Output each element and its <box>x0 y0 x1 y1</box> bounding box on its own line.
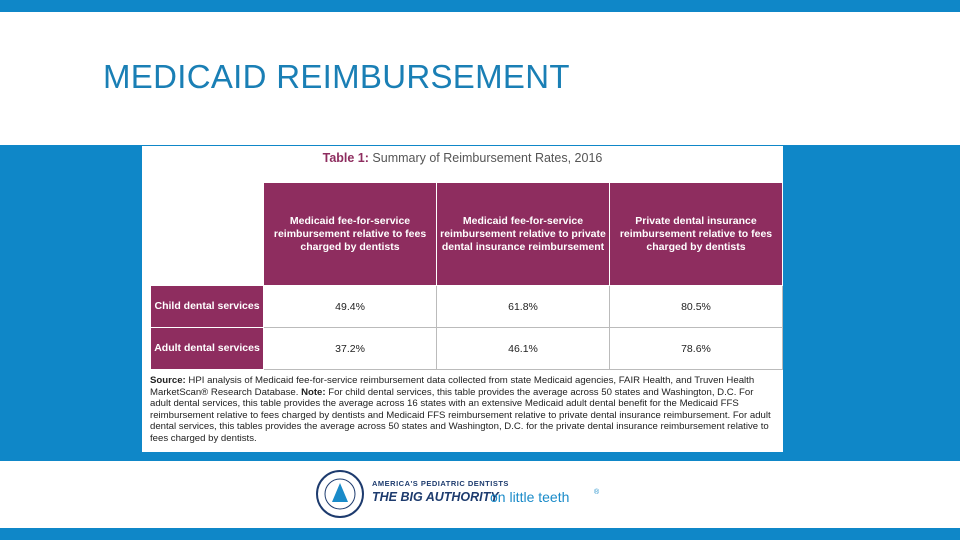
cell: 61.8% <box>436 285 610 328</box>
column-header: Private dental insurance reimbursement r… <box>608 182 784 286</box>
row-header: Adult dental services <box>149 327 265 370</box>
header-row: Medicaid fee-for-service reimbursement r… <box>151 182 784 286</box>
source-label: Source: <box>150 375 186 386</box>
logo-text: THE BIG AUTHORITY <box>372 490 499 504</box>
cell: 78.6% <box>608 327 784 370</box>
logo-text: on little teeth <box>490 489 570 505</box>
slide-title: MEDICAID REIMBURSEMENT <box>103 58 570 95</box>
table-row: Child dental services 49.4% 61.8% 80.5% <box>149 285 784 328</box>
note-text: For child dental services, this table pr… <box>150 386 771 444</box>
bottom-bar <box>0 528 960 540</box>
caption-text: Summary of Reimbursement Rates, 2016 <box>372 151 603 165</box>
logo-mark: ® <box>594 489 600 496</box>
blank-cell <box>151 183 264 286</box>
row-header: Child dental services <box>149 285 265 328</box>
source-note: Source: HPI analysis of Medicaid fee-for… <box>150 375 775 445</box>
rates-table: Medicaid fee-for-service reimbursement r… <box>149 182 784 370</box>
top-bar <box>0 0 960 12</box>
table-row: Adult dental services 37.2% 46.1% 78.6% <box>149 327 784 370</box>
column-header: Medicaid fee-for-service reimbursement r… <box>436 182 610 286</box>
cell: 80.5% <box>608 285 784 328</box>
caption-label: Table 1: <box>322 151 369 165</box>
cell: 46.1% <box>436 327 610 370</box>
table-caption: Table 1: Summary of Reimbursement Rates,… <box>142 151 783 165</box>
logo-emblem <box>316 470 364 518</box>
source-text: HPI analysis of Medicaid fee-for-service… <box>150 375 755 398</box>
cell: 49.4% <box>263 285 438 328</box>
note-label: Note: <box>301 386 326 398</box>
table-card: Table 1: Summary of Reimbursement Rates,… <box>142 146 784 452</box>
column-header: Medicaid fee-for-service reimbursement r… <box>263 182 438 286</box>
logo-text: AMERICA'S PEDIATRIC DENTISTS <box>372 479 509 488</box>
cell: 37.2% <box>263 327 438 370</box>
